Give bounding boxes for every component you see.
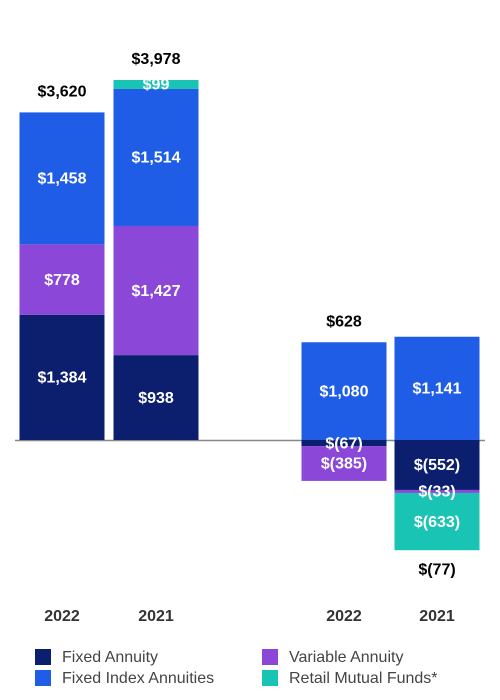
x-tick-label: 2022	[326, 608, 362, 625]
legend-swatch	[35, 649, 51, 665]
legend-swatch	[35, 670, 51, 686]
total-label: $(77)	[418, 561, 455, 578]
segment-label: $1,514	[132, 150, 181, 167]
legend-label: Fixed Annuity	[62, 649, 158, 666]
bar-segment	[113, 88, 199, 226]
bar-segment	[301, 446, 387, 481]
total-label: $3,620	[38, 84, 87, 101]
x-tick-label: 2022	[44, 608, 80, 625]
bar-segment	[301, 440, 387, 447]
bar-segment	[19, 112, 105, 245]
bar-segment	[19, 244, 105, 315]
segment-label: $99	[143, 77, 170, 94]
segment-label: $(633)	[414, 514, 460, 531]
legend-swatch	[262, 649, 278, 665]
bar-segment	[113, 225, 199, 356]
segment-label: $(67)	[325, 435, 362, 452]
total-label: $3,978	[132, 51, 181, 68]
bar-segment	[301, 342, 387, 440]
x-tick-label: 2021	[419, 608, 455, 625]
bar-segment	[394, 492, 480, 551]
legend-label: Retail Mutual Funds*	[289, 670, 438, 687]
x-tick-label: 2021	[138, 608, 174, 625]
segment-label: $(385)	[321, 456, 367, 473]
segment-label: $1,080	[320, 383, 369, 400]
segment-label: $1,427	[132, 283, 181, 300]
bar-segment	[394, 489, 480, 493]
legend-label: Fixed Index Annuities	[62, 670, 214, 687]
total-label: $628	[326, 313, 362, 330]
legend-label: Variable Annuity	[289, 649, 403, 666]
segment-label: $778	[44, 272, 80, 289]
bar-segment	[113, 355, 199, 440]
segment-label: $(552)	[414, 457, 460, 474]
segment-label: $938	[138, 390, 174, 407]
segment-label: $1,458	[38, 171, 87, 188]
legend-swatch	[262, 670, 278, 686]
bar-segment	[19, 314, 105, 440]
bar-segment	[394, 440, 480, 490]
segment-label: $1,384	[38, 370, 87, 387]
segment-label: $1,141	[413, 381, 462, 398]
bar-segment	[113, 80, 199, 89]
segment-label: $(33)	[418, 484, 455, 501]
bar-segment	[394, 336, 480, 440]
